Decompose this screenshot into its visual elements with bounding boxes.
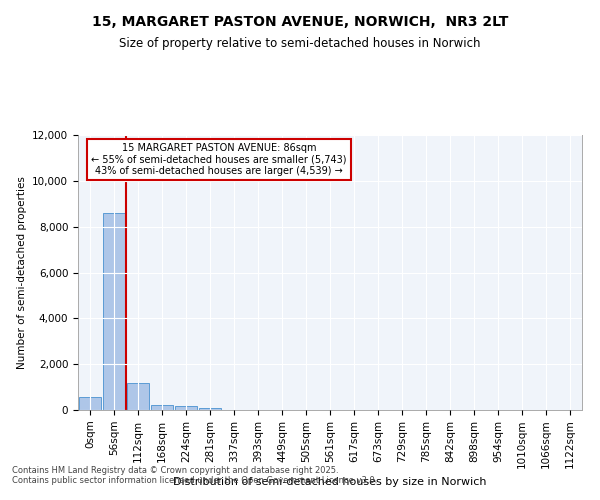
Bar bbox=[175, 406, 197, 410]
Text: 15 MARGARET PASTON AVENUE: 86sqm
← 55% of semi-detached houses are smaller (5,74: 15 MARGARET PASTON AVENUE: 86sqm ← 55% o… bbox=[91, 143, 347, 176]
Bar bbox=[103, 213, 125, 410]
X-axis label: Distribution of semi-detached houses by size in Norwich: Distribution of semi-detached houses by … bbox=[173, 477, 487, 487]
Bar bbox=[199, 408, 221, 410]
Bar bbox=[151, 404, 173, 410]
Bar bbox=[79, 398, 101, 410]
Y-axis label: Number of semi-detached properties: Number of semi-detached properties bbox=[17, 176, 26, 369]
Text: Contains HM Land Registry data © Crown copyright and database right 2025.
Contai: Contains HM Land Registry data © Crown c… bbox=[12, 466, 377, 485]
Text: Size of property relative to semi-detached houses in Norwich: Size of property relative to semi-detach… bbox=[119, 38, 481, 51]
Bar bbox=[127, 382, 149, 410]
Text: 15, MARGARET PASTON AVENUE, NORWICH,  NR3 2LT: 15, MARGARET PASTON AVENUE, NORWICH, NR3… bbox=[92, 15, 508, 29]
